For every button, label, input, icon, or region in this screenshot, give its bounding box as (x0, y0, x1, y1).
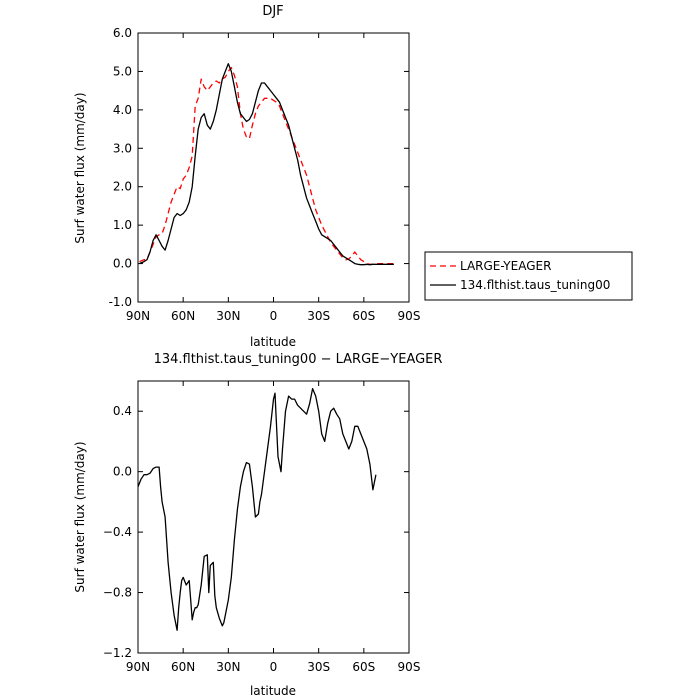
top-xtick-label: 30N (216, 309, 240, 323)
top-ytick-label: 6.0 (113, 26, 132, 40)
top-chart-frame (137, 32, 410, 303)
bottom-xtick-label: 90S (398, 660, 421, 674)
bottom-xtick-label: 90N (126, 660, 150, 674)
top-xtick-label: 0 (270, 309, 278, 323)
top-xtick-label: 90N (126, 309, 150, 323)
top-series-line-1 (139, 63, 394, 266)
bottom-xtick-label: 30N (216, 660, 240, 674)
top-xtick-label: 30S (307, 309, 330, 323)
top-chart-legend: LARGE-YEAGER 134.flthist.taus_tuning00 (424, 251, 633, 301)
bottom-xtick-label: 60N (171, 660, 195, 674)
top-ytick-label: 3.0 (113, 141, 132, 155)
top-chart-title: DJF (262, 4, 283, 19)
top-chart-ylabel: Surf water flux (mm/day) (73, 92, 87, 243)
bottom-ytick-label: 0.4 (113, 404, 132, 418)
bottom-xtick-label: 30S (307, 660, 330, 674)
bottom-ytick-label: −0.4 (103, 525, 132, 539)
bottom-chart-title: 134.flthist.taus_tuning00 − LARGE−YEAGER (154, 352, 443, 367)
bottom-xtick-label: 0 (270, 660, 278, 674)
legend-label-large-yeager: LARGE-YEAGER (460, 259, 551, 273)
top-xtick-label: 90S (398, 309, 421, 323)
legend-box (424, 251, 633, 301)
top-chart-xlabel: latitude (250, 335, 296, 349)
top-ytick-label: -1.0 (109, 295, 132, 309)
top-ytick-label: 5.0 (113, 64, 132, 78)
top-xtick-label: 60N (171, 309, 195, 323)
top-ytick-label: 0.0 (113, 257, 132, 271)
top-chart: DJF latitude Surf water flux (mm/day) 90… (73, 4, 420, 349)
bottom-chart-ylabel: Surf water flux (mm/day) (73, 441, 87, 592)
bottom-series-line-0 (137, 387, 377, 631)
bottom-xtick-label: 60S (352, 660, 375, 674)
bottom-ytick-label: −0.8 (103, 586, 132, 600)
bottom-chart-xlabel: latitude (250, 684, 296, 698)
bottom-ytick-label: −1.2 (103, 646, 132, 660)
top-xtick-label: 60S (352, 309, 375, 323)
top-series-line-0 (139, 66, 394, 265)
top-ytick-label: 1.0 (113, 218, 132, 232)
top-ytick-label: 4.0 (113, 103, 132, 117)
top-ytick-label: 2.0 (113, 180, 132, 194)
bottom-ytick-label: 0.0 (113, 465, 132, 479)
legend-label-134-flthist: 134.flthist.taus_tuning00 (460, 278, 610, 292)
bottom-chart: 134.flthist.taus_tuning00 − LARGE−YEAGER… (73, 352, 442, 698)
